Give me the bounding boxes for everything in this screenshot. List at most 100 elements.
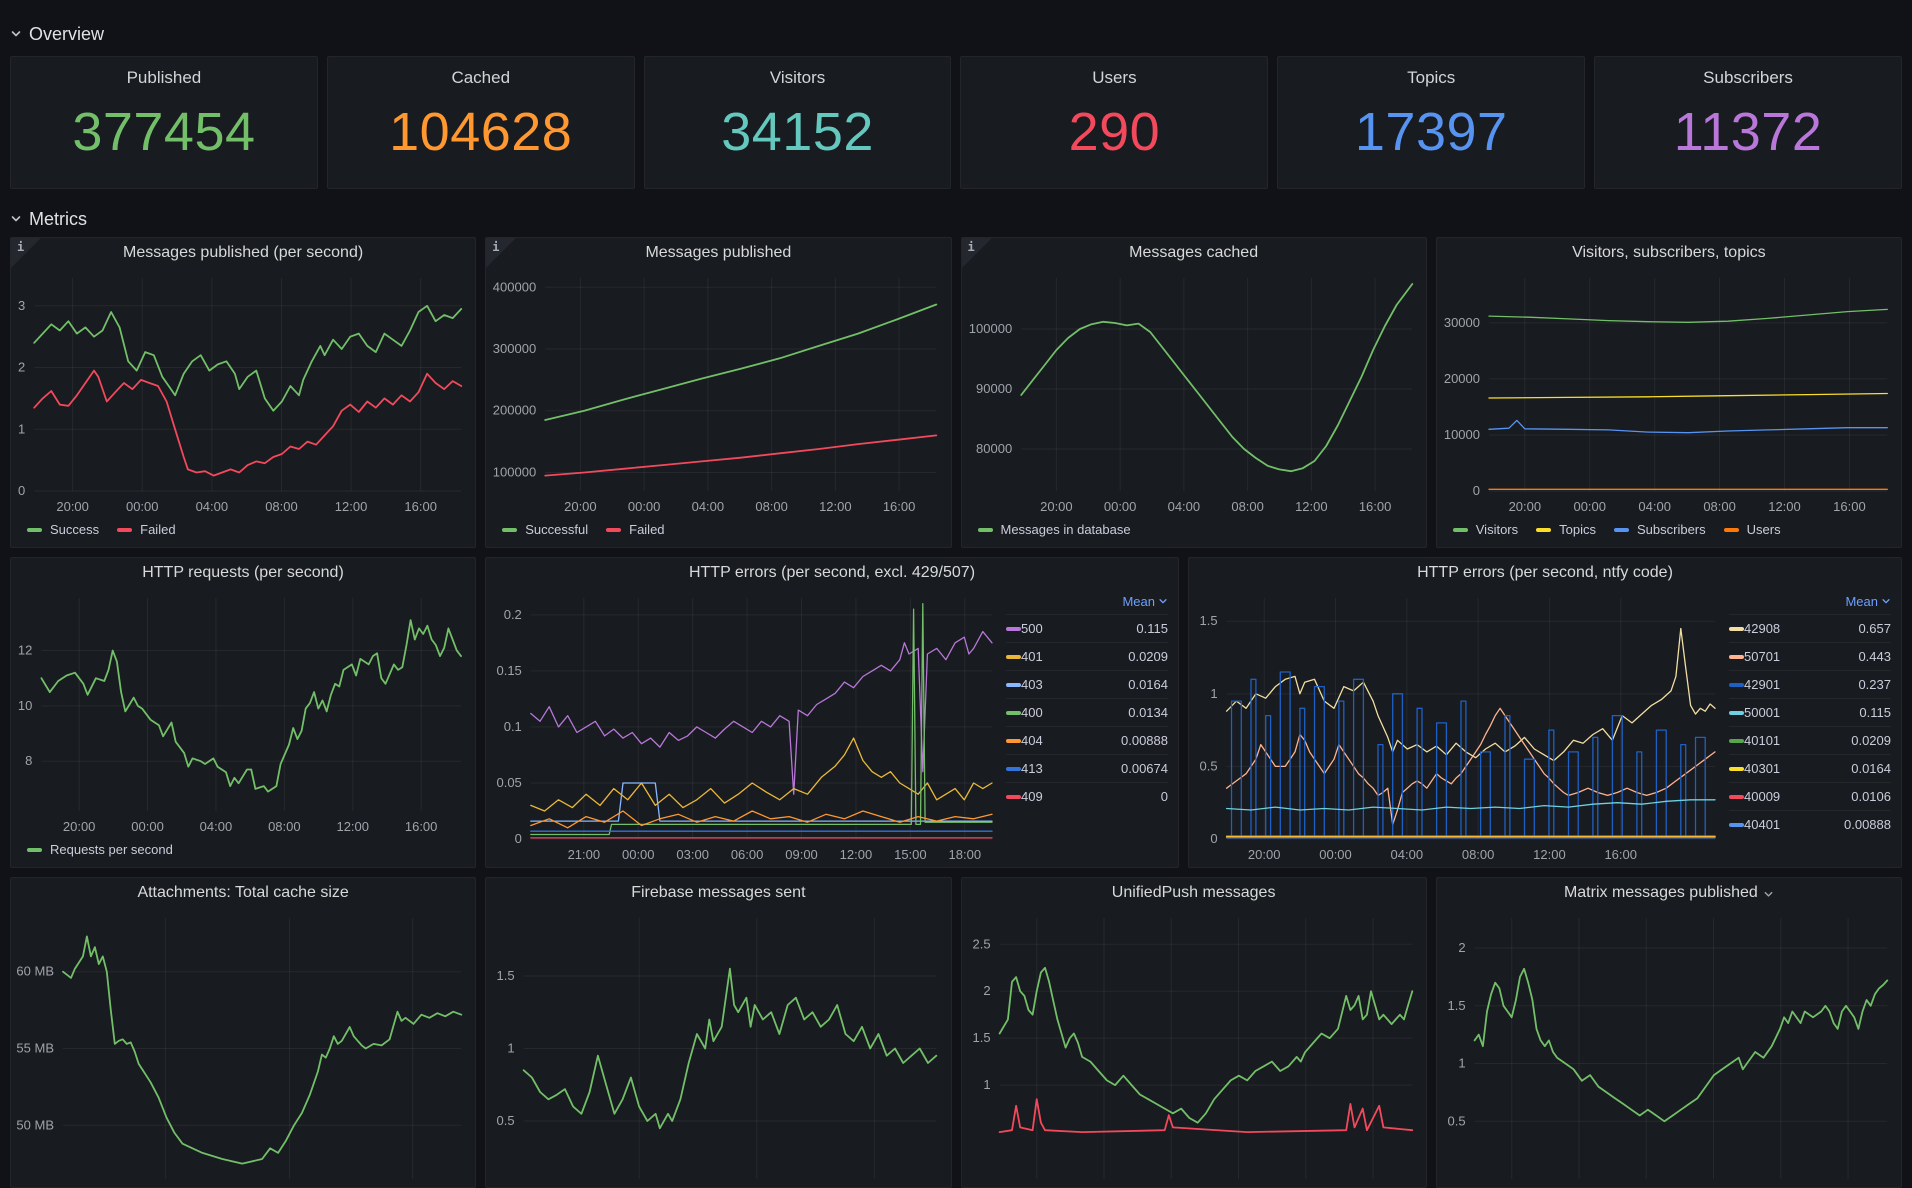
chart-plot[interactable]: 2 1.5 1 0.5 — [1437, 908, 1901, 1187]
info-icon-glyph: i — [492, 240, 500, 254]
legend-row-409[interactable]: 409 0 — [1006, 782, 1168, 810]
chart-plot[interactable]: 20:00 00:00 04:00 08:00 12:00 16:00 12 10 8 — [11, 588, 475, 839]
legend-row-40101[interactable]: 40101 0.0209 — [1729, 726, 1891, 754]
chart-panel: HTTP errors (per second, excl. 429/507) … — [485, 557, 1179, 868]
legend-item-success[interactable]: Success — [27, 522, 99, 537]
info-icon[interactable]: i — [11, 238, 41, 268]
chart-plot[interactable]: 20:00 00:00 04:00 08:00 12:00 16:00 30000 20000… — [1437, 268, 1901, 519]
chart-plot[interactable]: 60 MB 55 MB 50 MB — [11, 908, 475, 1187]
info-icon[interactable]: i — [961, 238, 992, 268]
legend-label: 40101 — [1744, 733, 1781, 748]
legend-rows: 500 0.115 401 0.0209 403 0.0164 400 0.0134 404 0.… — [1006, 614, 1168, 810]
legend-row-40009[interactable]: 40009 0.0106 — [1729, 782, 1891, 810]
chart-plot[interactable]: 20:00 00:00 04:00 08:00 12:00 16:00 1.5 1 0.5 0 — [1189, 588, 1729, 867]
legend-label: Subscribers — [1637, 522, 1706, 537]
chart-plot[interactable]: 20:00 00:00 04:00 08:00 12:00 16:00 400000 3000… — [486, 268, 950, 519]
stat-title: Visitors — [769, 68, 826, 87]
chart-plot[interactable]: 20:00 00:00 04:00 08:00 12:00 16:00 100000 9000… — [962, 268, 1426, 519]
x-axis-tick-label: 20:00 — [1248, 847, 1281, 862]
legend-item-messages-in-database[interactable]: Messages in database — [977, 522, 1131, 537]
x-axis-tick-label: 18:00 — [949, 847, 982, 862]
legend-row-403[interactable]: 403 0.0164 — [1006, 670, 1168, 698]
series-line-failed — [544, 434, 938, 477]
panel-title: Messages published (per second) — [123, 244, 364, 261]
x-axis-tick-label: 20:00 — [564, 499, 597, 514]
series-line-subscribers — [1488, 419, 1888, 434]
series-line-messages-in-database — [1019, 283, 1413, 473]
chart-plot[interactable]: 1.5 1 0.5 — [486, 908, 950, 1187]
x-axis-tick-label: 04:00 — [1391, 847, 1424, 862]
x-axis-tick-label: 08:00 — [268, 819, 301, 834]
chart-plot[interactable]: 20:00 00:00 04:00 08:00 12:00 16:00 3 2 1 0 — [11, 268, 475, 519]
stat-value: 34152 — [721, 102, 874, 162]
legend-row-40401[interactable]: 40401 0.00888 — [1729, 810, 1891, 838]
y-axis-tick-label: 0 — [1210, 831, 1217, 846]
legend-swatch — [1729, 626, 1744, 631]
legend-label: Visitors — [1475, 522, 1519, 537]
panel-header: Messages published (per second) — [11, 238, 475, 268]
series-line-404 — [530, 810, 993, 829]
legend-row-500[interactable]: 500 0.115 — [1006, 614, 1168, 642]
series-line-success — [33, 304, 463, 412]
section-header-overview[interactable]: Overview — [10, 16, 1902, 52]
legend-row-401[interactable]: 401 0.0209 — [1006, 642, 1168, 670]
series-line-matrix-messages — [1473, 967, 1888, 1123]
x-axis-tick-label: 04:00 — [196, 499, 229, 514]
y-axis-tick-label: 0.1 — [504, 719, 522, 734]
legend-item-failed[interactable]: Failed — [606, 522, 665, 537]
legend-item-users[interactable]: Users — [1723, 522, 1781, 537]
y-axis-tick-label: 60 MB — [16, 964, 54, 979]
legend-item-topics[interactable]: Topics — [1536, 522, 1596, 537]
chevron-down-icon[interactable] — [1763, 889, 1774, 900]
legend-mean-value: 0.0106 — [1851, 789, 1891, 804]
y-axis-tick-label: 0.05 — [496, 775, 521, 790]
chevron-down-icon — [10, 213, 22, 225]
panel-title: Firebase messages sent — [631, 884, 806, 901]
x-axis-tick-label: 08:00 — [1231, 499, 1264, 514]
legend-label: Topics — [1559, 522, 1596, 537]
legend-mean-sort-button[interactable]: Mean — [1729, 588, 1891, 614]
legend-item-successful[interactable]: Successful — [502, 522, 588, 537]
legend-label: 403 — [1021, 677, 1043, 692]
legend-row-40301[interactable]: 40301 0.0164 — [1729, 754, 1891, 782]
legend-row-400[interactable]: 400 0.0134 — [1006, 698, 1168, 726]
legend-mean-value: 0.0209 — [1851, 733, 1891, 748]
panel-header: Messages cached — [962, 238, 1426, 268]
stat-title: Topics — [1407, 68, 1456, 87]
legend-row-404[interactable]: 404 0.00888 — [1006, 726, 1168, 754]
legend-mean-value: 0.00888 — [1121, 733, 1168, 748]
y-axis-tick-label: 2.5 — [972, 936, 990, 951]
chart-panel: UnifiedPush messages 2.5 2 1.5 1 — [960, 877, 1427, 1188]
chart-plot[interactable]: 2.5 2 1.5 1 — [962, 908, 1426, 1187]
legend-item-failed[interactable]: Failed — [117, 522, 176, 537]
legend-row-413[interactable]: 413 0.00674 — [1006, 754, 1168, 782]
y-axis-tick-label: 300000 — [493, 341, 536, 356]
x-axis-tick-label: 20:00 — [1508, 499, 1541, 514]
legend-mean-value: 0.657 — [1858, 621, 1891, 636]
series-line-50001 — [1225, 799, 1716, 811]
info-icon[interactable]: i — [486, 238, 517, 268]
legend-row-50701[interactable]: 50701 0.443 — [1729, 642, 1891, 670]
legend-item-visitors[interactable]: Visitors — [1452, 522, 1519, 537]
section-header-metrics[interactable]: Metrics — [10, 201, 1902, 237]
y-axis-tick-label: 0.2 — [504, 607, 522, 622]
y-axis-tick-label: 100000 — [493, 464, 536, 479]
legend-item-requests-per-second[interactable]: Requests per second — [27, 842, 173, 857]
panel-header: HTTP errors (per second, ntfy code) — [1189, 558, 1901, 588]
x-axis-tick-label: 12:00 — [819, 499, 852, 514]
chart-panel: i Messages cached 20:00 00:00 04:00 08:00 12… — [960, 237, 1427, 548]
stat-title: Subscribers — [1703, 68, 1793, 87]
legend-item-subscribers[interactable]: Subscribers — [1614, 522, 1706, 537]
chart-panel: HTTP errors (per second, ntfy code) 20:0… — [1188, 557, 1902, 868]
legend-mean-sort-button[interactable]: Mean — [1006, 588, 1168, 614]
chart-plot[interactable]: 21:00 00:00 03:00 06:00 09:00 12:00 15:00 18:00… — [486, 588, 1006, 867]
legend-row-42908[interactable]: 42908 0.657 — [1729, 614, 1891, 642]
chart-panel: Firebase messages sent 1.5 1 0.5 — [485, 877, 952, 1188]
legend-row-50001[interactable]: 50001 0.115 — [1729, 698, 1891, 726]
x-axis-tick-label: 16:00 — [404, 499, 437, 514]
chevron-down-icon — [1159, 599, 1167, 604]
chevron-down-icon — [1882, 599, 1890, 604]
legend-row-42901[interactable]: 42901 0.237 — [1729, 670, 1891, 698]
legend-swatch — [502, 527, 518, 532]
